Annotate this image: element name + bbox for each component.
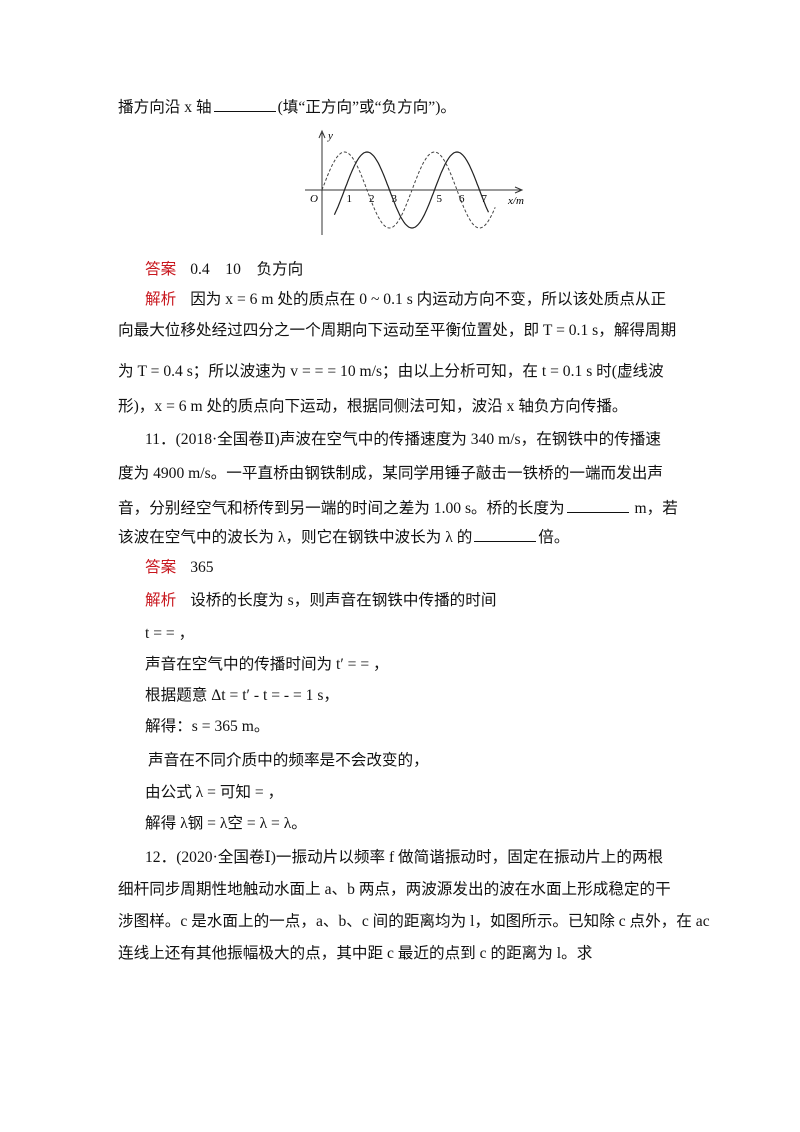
- text: 由公式 λ = 可知 = ，: [145, 784, 284, 801]
- blank-line: [566, 498, 629, 513]
- text-line: 解得：s = 365 m。: [145, 717, 269, 737]
- text: 音，分别经空气和桥传到另一端的时间之差为 1.00 s。桥的长度为: [118, 500, 565, 517]
- text: 0.4 10 负方向: [190, 261, 304, 278]
- text-line: 答案 365: [145, 558, 214, 578]
- text-line: 为 T = 0.4 s；所以波速为 v = = = 10 m/s；由以上分析可知…: [118, 362, 664, 382]
- text: 根据题意 Δt = t′ - t = - = 1 s，: [145, 687, 340, 704]
- tick-label: 7: [482, 193, 488, 205]
- text-line: 12．(2020·全国卷Ⅰ)一振动片以频率 f 做简谐振动时，固定在振动片上的两…: [145, 848, 663, 868]
- text: 声音在空气中的传播时间为 t′ = = ，: [145, 656, 389, 673]
- text-line: 播方向沿 x 轴 (填“正方向”或“负方向”)。: [118, 97, 456, 118]
- tick-label: 3: [392, 193, 398, 205]
- text: 解得 λ钢 = λ空 = λ = λ。: [145, 815, 307, 832]
- text-line: 音，分别经空气和桥传到另一端的时间之差为 1.00 s。桥的长度为 m，若: [118, 498, 678, 519]
- text: 向最大位移处经过四分之一个周期向下运动至平衡位置处，即 T = 0.1 s，解得…: [118, 322, 677, 339]
- text-line: 根据题意 Δt = t′ - t = - = 1 s，: [145, 686, 339, 706]
- text: 365: [190, 559, 214, 576]
- origin-label: O: [310, 193, 318, 205]
- x-arrow: [514, 186, 524, 194]
- text-line: 声音在不同介质中的频率是不会改变的，: [148, 751, 429, 771]
- text-line: 解得 λ钢 = λ空 = λ = λ。: [145, 814, 307, 834]
- text-line: 度为 4900 m/s。一平直桥由钢铁制成，某同学用锤子敲击一铁桥的一端而发出声: [118, 464, 663, 484]
- text: 倍。: [538, 529, 570, 546]
- text: 11．(2018·全国卷Ⅱ)声波在空气中的传播速度为 340 m/s，在钢铁中的…: [145, 431, 661, 448]
- text-line: 答案 0.4 10 负方向: [145, 260, 303, 280]
- x-label: x/m: [507, 195, 524, 207]
- answer-tag: 解析: [145, 592, 177, 609]
- text-line: 细杆同步周期性地触动水面上 a、b 两点，两波源发出的波在水面上形成稳定的干: [118, 880, 671, 900]
- text: 细杆同步周期性地触动水面上 a、b 两点，两波源发出的波在水面上形成稳定的干: [118, 881, 671, 898]
- text-line: 该波在空气中的波长为 λ，则它在钢铁中波长为 λ 的 倍。: [118, 527, 570, 548]
- text: 播方向沿 x 轴: [118, 99, 212, 116]
- text: 涉图样。c 是水面上的一点，a、b、c 间的距离均为 l，如图所示。已知除 c …: [118, 913, 710, 930]
- blank-line: [213, 97, 276, 112]
- text-line: 向最大位移处经过四分之一个周期向下运动至平衡位置处，即 T = 0.1 s，解得…: [118, 321, 676, 341]
- text: 12．(2020·全国卷Ⅰ)一振动片以频率 f 做简谐振动时，固定在振动片上的两…: [145, 849, 664, 866]
- answer-tag: 解析: [145, 291, 177, 308]
- tick-label: 1: [347, 193, 353, 205]
- text: 该波在空气中的波长为 λ，则它在钢铁中波长为 λ 的: [118, 529, 473, 546]
- text: 设桥的长度为 s，则声音在钢铁中传播的时间: [190, 592, 497, 609]
- text-line: 形)，x = 6 m 处的质点向下运动，根据同侧法可知，波沿 x 轴负方向传播。: [118, 397, 628, 417]
- y-label: y: [327, 130, 333, 142]
- text: 为 T = 0.4 s；所以波速为 v = = = 10 m/s；由以上分析可知…: [118, 363, 664, 380]
- text-line: 由公式 λ = 可知 = ，: [145, 783, 283, 803]
- text: 声音在不同介质中的频率是不会改变的，: [148, 752, 429, 769]
- answer-tag: 答案: [145, 559, 177, 576]
- text: 解得：s = 365 m。: [145, 718, 270, 735]
- text: m，若: [630, 500, 678, 517]
- blank-line: [474, 527, 537, 542]
- answer-tag: 答案: [145, 261, 177, 278]
- tick-label: 6: [459, 193, 465, 205]
- text: 连线上还有其他振幅极大的点，其中距 c 最近的点到 c 的距离为 l。求: [118, 945, 593, 962]
- text-line: 连线上还有其他振幅极大的点，其中距 c 最近的点到 c 的距离为 l。求: [118, 944, 592, 964]
- tick-label: 2: [369, 193, 375, 205]
- y-arrow: [318, 129, 326, 139]
- tick-label: 5: [437, 193, 443, 205]
- text-line: 解析 设桥的长度为 s，则声音在钢铁中传播的时间: [145, 591, 496, 611]
- wave-figure: y O x/m 1 2 3 5 6 7: [305, 129, 524, 235]
- text-line: t = = ，: [145, 624, 194, 644]
- text: 因为 x = 6 m 处的质点在 0 ~ 0.1 s 内运动方向不变，所以该处质…: [190, 291, 667, 308]
- text-line: 解析 因为 x = 6 m 处的质点在 0 ~ 0.1 s 内运动方向不变，所以该…: [145, 290, 666, 310]
- text: t = = ，: [145, 625, 195, 642]
- text: 形)，x = 6 m 处的质点向下运动，根据同侧法可知，波沿 x 轴负方向传播。: [118, 398, 628, 415]
- text-line: 声音在空气中的传播时间为 t′ = = ，: [145, 655, 389, 675]
- wave-solid: [333, 151, 490, 229]
- text: 度为 4900 m/s。一平直桥由钢铁制成，某同学用锤子敲击一铁桥的一端而发出声: [118, 465, 663, 482]
- text-line: 涉图样。c 是水面上的一点，a、b、c 间的距离均为 l，如图所示。已知除 c …: [118, 912, 710, 932]
- text: (填“正方向”或“负方向”)。: [277, 99, 456, 116]
- text-line: 11．(2018·全国卷Ⅱ)声波在空气中的传播速度为 340 m/s，在钢铁中的…: [145, 430, 661, 450]
